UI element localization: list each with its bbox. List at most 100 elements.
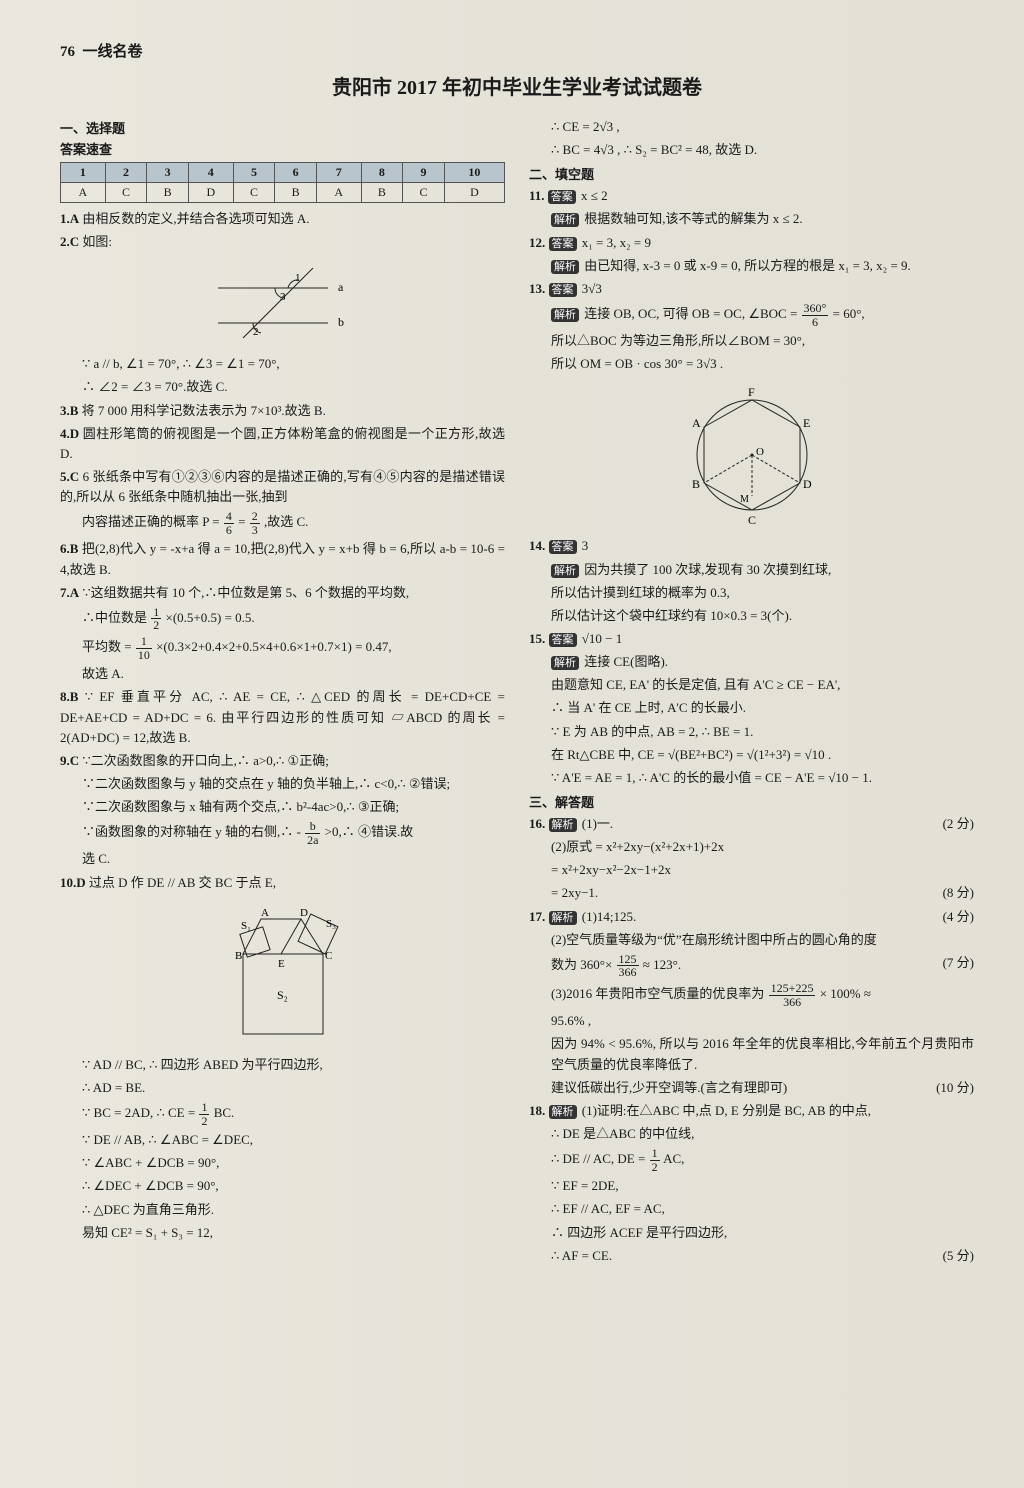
q10-l2: ∴ AD = BE. [60,1078,505,1098]
ans-label: 答案 [548,190,576,204]
q-num: 6.B [60,541,78,556]
q8: 8.B ∵ EF 垂直平分 AC, ∴ AE = CE, ∴ △CED 的周长 … [60,687,505,747]
lbl-M: M [740,494,749,505]
q18-l2: ∴ DE // AC, DE = 12 AC, [529,1147,974,1173]
page-number: 76 [60,44,75,60]
lbl-E: E [278,958,285,970]
t: >0,∴ ④错误.故 [325,824,414,839]
q9-l4: ∵函数图象的对称轴在 y 轴的右侧,∴ - b2a >0,∴ ④错误.故 [60,820,505,846]
q15-l5: 在 Rt△CBE 中, CE = √(BE²+BC²) = √(1²+3²) =… [529,745,974,765]
t: ∴ AF = CE. [551,1248,612,1263]
q-text: ∵ EF 垂直平分 AC, ∴ AE = CE, ∴ △CED 的周长 = DE… [60,689,505,744]
fraction: 12 [199,1101,209,1127]
columns: 一、选择题 答案速查 1 2 3 4 5 6 7 8 9 10 A C [60,114,974,1269]
main-title: 贵阳市 2017 年初中毕业生学业考试试题卷 [60,71,974,100]
fraction: 46 [224,510,234,536]
q10-l4: ∵ DE // AB, ∴ ∠ABC = ∠DEC, [60,1130,505,1150]
q3: 3.B 将 7 000 用科学记数法表示为 7×10³.故选 B. [60,401,505,421]
q-num: 5.C [60,469,79,484]
q15-l1: 解析 连接 CE(图略). [529,652,974,672]
q17-p3c: 因为 94% < 95.6%, 所以与 2016 年全年的优良率相比,今年前五个… [529,1034,974,1074]
q10: 10.D 过点 D 作 DE // AB 交 BC 于点 E, [60,873,505,893]
exp-label: 解析 [549,818,577,832]
q-num: 4.D [60,426,79,441]
q7-l3: 平均数 = 110 ×(0.3×2+0.4×2+0.5×4+0.6×1+0.7×… [60,635,505,661]
label-1: 1 [295,272,301,284]
th: 4 [188,163,233,183]
q10-l5: ∵ ∠ABC + ∠DCB = 90°, [60,1153,505,1173]
q4: 4.D 圆柱形笔筒的俯视图是一个圆,正方体粉笔盒的俯视图是一个正方形,故选 D. [60,424,505,464]
t: = [238,514,249,529]
t: ≈ 123°. [643,957,681,972]
td: D [444,183,504,203]
t: ×(0.3×2+0.4×2+0.5×4+0.6×1+0.7×1) = 0.47, [156,639,392,654]
q9: 9.C ∵二次函数图象的开口向上,∴ a>0,∴ ①正确; [60,751,505,771]
q18-l3: ∵ EF = 2DE, [529,1176,974,1196]
ans-label: 答案 [549,237,577,251]
ans: √10 − 1 [582,631,622,646]
q12: 12. 答案 x₁ = 3, x₂ = 9 [529,233,974,253]
col-right: ∴ CE = 2√3 , ∴ BC = 4√3 , ∴ S₂ = BC² = 4… [529,114,974,1269]
t: 根据数轴可知,该不等式的解集为 x ≤ 2. [584,211,802,226]
lbl-F: F [748,385,755,399]
q10cont-1: ∴ CE = 2√3 , [529,117,974,137]
th: 9 [403,163,445,183]
ans-label: 答案 [549,283,577,297]
score: (10 分) [936,1078,974,1098]
q11-exp: 解析 根据数轴可知,该不等式的解集为 x ≤ 2. [529,209,974,229]
lbl-O: O [756,446,764,458]
t: (1)证明:在△ABC 中,点 D, E 分别是 BC, AB 的中点, [582,1103,871,1118]
exp-label: 解析 [551,308,579,322]
lbl-A: A [261,907,269,919]
q11: 11. 答案 x ≤ 2 [529,186,974,206]
t: 由已知得, x-3 = 0 或 x-9 = 0, 所以方程的根是 x₁ = 3,… [584,258,911,273]
q-text: 将 7 000 用科学记数法表示为 7×10³.故选 B. [82,403,326,418]
fraction: 125+225366 [769,982,816,1008]
th: 2 [105,163,147,183]
q18-l6: ∴ AF = CE. (5 分) [529,1246,974,1266]
q17-p3d: 建议低碳出行,少开空调等.(言之有理即可) (10 分) [529,1078,974,1098]
q7-l2: ∴中位数是 12 ×(0.5+0.5) = 0.5. [60,606,505,632]
exp-label: 解析 [549,911,577,925]
ans: 3 [582,538,589,553]
q-text: ∵这组数据共有 10 个,∴中位数是第 5、6 个数据的平均数, [82,585,409,600]
q7: 7.A ∵这组数据共有 10 个,∴中位数是第 5、6 个数据的平均数, [60,583,505,603]
score: (5 分) [943,1246,974,1266]
q17-p2a: (2)空气质量等级为“优”在扇形统计图中所占的圆心角的度 [529,930,974,950]
td: B [147,183,189,203]
lbl-S3: S₃ [326,918,336,930]
td: A [61,183,106,203]
lbl-S1: S₁ [241,920,251,932]
q5-line2: 内容描述正确的概率 P = 46 = 23 ,故选 C. [60,510,505,536]
td: B [275,183,317,203]
section2-heading: 二、填空题 [529,164,974,183]
exp-label: 解析 [551,260,579,274]
label-b: b [338,315,344,329]
q15-l3: ∴ 当 A' 在 CE 上时, A'C 的长最小. [529,698,974,718]
fraction: 360°6 [802,302,829,328]
fraction: 23 [250,510,260,536]
lbl-D: D [300,907,308,919]
q13-l1: 解析 连接 OB, OC, 可得 OB = OC, ∠BOC = 360°6 =… [529,302,974,328]
q10-l7: ∴ △DEC 为直角三角形. [60,1200,505,1220]
th: 6 [275,163,317,183]
q17: 17. 解析 (1)14;125. (4 分) [529,907,974,927]
q13-l2: 所以△BOC 为等边三角形,所以∠BOM = 30°, [529,331,974,351]
q-num: 15. [529,631,545,646]
q12-exp: 解析 由已知得, x-3 = 0 或 x-9 = 0, 所以方程的根是 x₁ =… [529,256,974,276]
q2: 2.C 如图: [60,232,505,252]
q17-p2b: 数为 360°× 125366 ≈ 123°. (7 分) [529,953,974,979]
q15: 15. 答案 √10 − 1 [529,629,974,649]
section1-heading: 一、选择题 [60,118,505,137]
q9-l3: ∵二次函数图象与 x 轴有两个交点,∴ b²-4ac>0,∴ ③正确; [60,797,505,817]
fraction: 110 [136,635,152,661]
exam-page: 76 一线名卷 贵阳市 2017 年初中毕业生学业考试试题卷 一、选择题 答案速… [0,0,1024,1488]
t: 平均数 = [82,639,135,654]
t: 内容描述正确的概率 P = [82,514,223,529]
lbl-S2: S₂ [277,988,288,1002]
q-text: 圆柱形笔筒的俯视图是一个圆,正方体粉笔盒的俯视图是一个正方形,故选 D. [60,426,505,461]
t: BC. [214,1105,235,1120]
series-name: 一线名卷 [83,44,143,60]
q10-l1: ∵ AD // BC, ∴ 四边形 ABED 为平行四边形, [60,1055,505,1075]
q-num: 2.C [60,234,79,249]
